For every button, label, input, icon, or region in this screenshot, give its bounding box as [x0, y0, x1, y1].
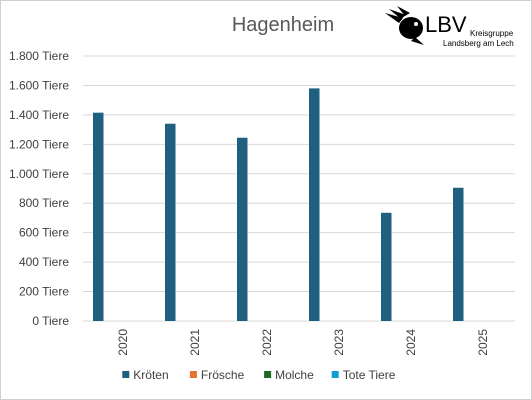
- y-tick-label: 1.200 Tiere: [9, 137, 69, 151]
- x-tick-label: 2020: [116, 329, 130, 356]
- bars: [93, 88, 464, 321]
- x-axis-ticks: 2020 2021 2022 2023 2024 2025: [116, 329, 490, 356]
- bar-kröten-2020: [93, 112, 104, 321]
- x-tick-label: 2022: [260, 329, 274, 356]
- lbv-bird-icon: [385, 6, 424, 45]
- y-tick-label: 0 Tiere: [32, 314, 69, 328]
- logo-line2: Landsberg am Lech: [443, 39, 514, 48]
- logo-brand: LBV: [425, 12, 467, 37]
- legend-label-tote-tiere: Tote Tiere: [343, 368, 396, 382]
- legend-swatch-tote-tiere: [331, 371, 339, 378]
- x-tick-label: 2023: [332, 329, 346, 356]
- x-tick-label: 2025: [476, 329, 490, 356]
- legend-label-molche: Molche: [275, 368, 314, 382]
- legend-label-frösche: Frösche: [201, 368, 245, 382]
- bar-kröten-2021: [165, 123, 176, 321]
- x-tick-label: 2024: [404, 329, 418, 356]
- legend-swatch-frösche: [189, 371, 197, 378]
- lbv-logo: LBV Kreisgruppe Landsberg am Lech: [385, 6, 514, 48]
- y-tick-label: 1.000 Tiere: [9, 167, 69, 181]
- legend-label-kröten: Kröten: [133, 368, 168, 382]
- y-axis-ticks: 0 Tiere 200 Tiere 400 Tiere 600 Tiere 800 Ti…: [9, 49, 69, 328]
- y-tick-label: 800 Tiere: [19, 196, 69, 210]
- legend-swatch-molche: [264, 371, 272, 378]
- chart-title: Hagenheim: [232, 14, 334, 36]
- bar-kröten-2022: [237, 137, 248, 321]
- y-tick-label: 600 Tiere: [19, 226, 69, 240]
- bar-kröten-2023: [309, 88, 320, 321]
- grid: [83, 55, 515, 322]
- legend: Kröten Frösche Molche Tote Tiere: [122, 368, 396, 382]
- bar-kröten-2025: [453, 187, 464, 321]
- logo-line1: Kreisgruppe: [470, 29, 514, 38]
- y-tick-label: 400 Tiere: [19, 255, 69, 269]
- y-tick-label: 1.600 Tiere: [9, 78, 69, 92]
- x-tick-label: 2021: [188, 329, 202, 356]
- y-tick-label: 1.800 Tiere: [9, 49, 69, 63]
- y-tick-label: 200 Tiere: [19, 285, 69, 299]
- bar-kröten-2024: [381, 212, 392, 321]
- y-tick-label: 1.400 Tiere: [9, 108, 69, 122]
- legend-swatch-kröten: [122, 371, 130, 378]
